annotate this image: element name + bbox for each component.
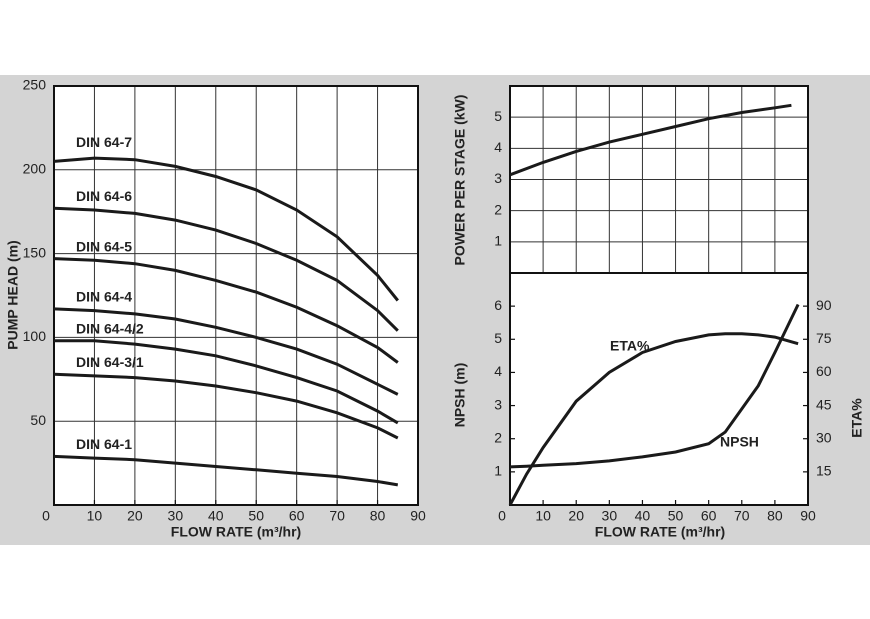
- plot-frame: [509, 272, 809, 506]
- y-tick-label: 4: [494, 363, 502, 379]
- curve: [53, 307, 399, 396]
- curve: [53, 156, 399, 302]
- y-tick-label: 2: [494, 429, 502, 445]
- series-label: DIN 64-4/2: [76, 320, 144, 336]
- x-tick-label: 0: [498, 508, 506, 524]
- series-label: DIN 64-4: [76, 289, 132, 305]
- y-tick-label: 5: [494, 108, 502, 124]
- y-tick-label: 100: [23, 328, 47, 344]
- y-axis-label: POWER PER STAGE (kW): [452, 95, 468, 266]
- curve: [53, 372, 399, 440]
- x-tick-label: 90: [410, 508, 426, 524]
- y-tick-label: 4: [494, 139, 502, 155]
- x-tick-label: 10: [535, 508, 551, 524]
- series-label: DIN 64-7: [76, 134, 132, 150]
- y-tick-label: 3: [494, 396, 502, 412]
- y-tick-label: 2: [494, 201, 502, 217]
- curve: [508, 332, 799, 506]
- y-tick-label: 150: [23, 244, 47, 260]
- x-tick-label: 80: [370, 508, 386, 524]
- y2-tick-label: 60: [816, 363, 832, 379]
- curve: [509, 303, 800, 469]
- curve: [53, 454, 399, 487]
- x-tick-label: 90: [800, 508, 816, 524]
- curve: [54, 339, 399, 425]
- y2-tick-label: 90: [816, 297, 832, 313]
- x-tick-label: 40: [208, 508, 224, 524]
- y2-tick-label: 75: [816, 330, 832, 346]
- y-tick-label: 3: [494, 170, 502, 186]
- y-tick-label: 50: [30, 412, 46, 428]
- x-tick-label: 0: [42, 508, 50, 524]
- series-label: ETA%: [610, 338, 650, 354]
- x-tick-label: 20: [568, 508, 584, 524]
- series-label: DIN 64-3/1: [76, 354, 144, 370]
- plot-area: [510, 273, 808, 505]
- y2-tick-label: 45: [816, 396, 832, 412]
- y-tick-label: 1: [494, 233, 502, 249]
- series-label: NPSH: [720, 434, 759, 450]
- x-tick-label: 70: [329, 508, 345, 524]
- x-tick-label: 20: [127, 508, 143, 524]
- y2-tick-label: 30: [816, 429, 832, 445]
- x-tick-label: 40: [635, 508, 651, 524]
- y-tick-label: 5: [494, 330, 502, 346]
- plot-frame: [53, 85, 419, 506]
- x-tick-label: 30: [602, 508, 618, 524]
- y-axis-label: PUMP HEAD (m): [5, 240, 21, 349]
- x-tick-label: 70: [734, 508, 750, 524]
- x-tick-label: 60: [289, 508, 305, 524]
- curve: [53, 257, 399, 364]
- y-tick-label: 250: [23, 77, 47, 93]
- x-tick-label: 30: [168, 508, 184, 524]
- series-label: DIN 64-1: [76, 436, 132, 452]
- curve: [53, 206, 399, 332]
- x-tick-label: 10: [87, 508, 103, 524]
- y2-axis-label: ETA%: [849, 398, 865, 438]
- y-tick-label: 1: [494, 463, 502, 479]
- x-tick-label: 80: [767, 508, 783, 524]
- series-label: DIN 64-5: [76, 238, 132, 254]
- x-tick-label: 50: [248, 508, 264, 524]
- curve: [509, 103, 792, 177]
- y-tick-label: 200: [23, 161, 47, 177]
- x-tick-label: 50: [668, 508, 684, 524]
- x-axis-label: FLOW RATE (m³/hr): [171, 524, 301, 540]
- y-axis-label: NPSH (m): [452, 363, 468, 428]
- series-label: DIN 64-6: [76, 188, 132, 204]
- y-tick-label: 6: [494, 297, 502, 313]
- y2-tick-label: 15: [816, 463, 832, 479]
- x-axis-label: FLOW RATE (m³/hr): [595, 524, 725, 540]
- x-tick-label: 60: [701, 508, 717, 524]
